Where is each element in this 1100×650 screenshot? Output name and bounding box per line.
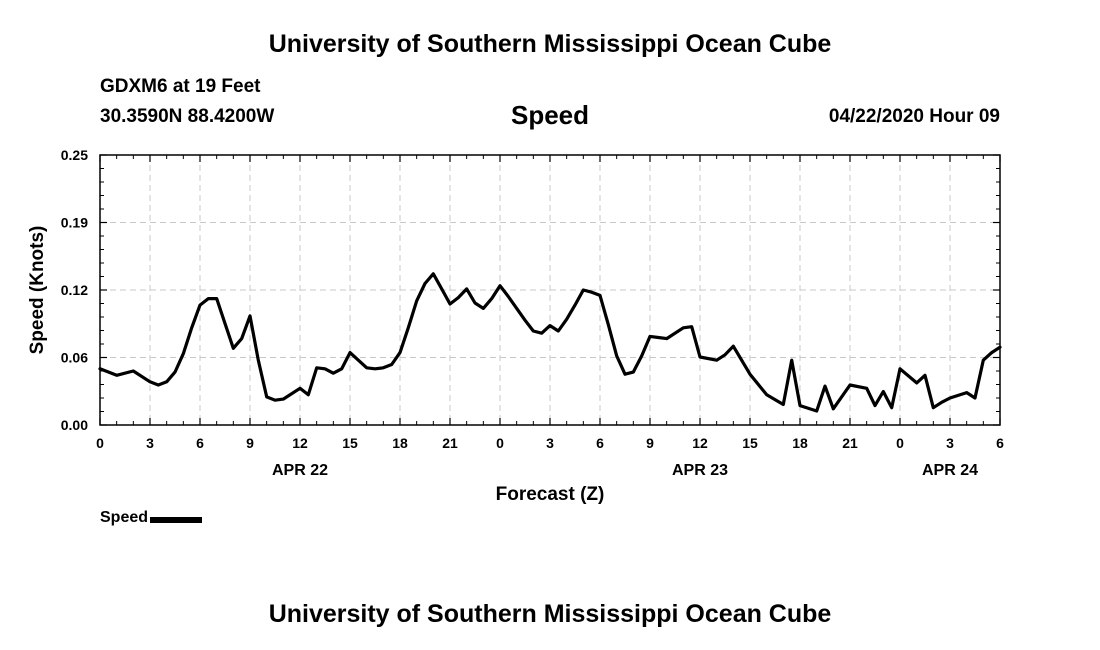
grid: [100, 155, 1000, 425]
x-tick-label: 6: [996, 435, 1004, 451]
chart-title: University of Southern Mississippi Ocean…: [268, 30, 832, 58]
x-tick-label: 0: [896, 435, 904, 451]
x-tick-label: 0: [96, 435, 104, 451]
x-tick-label: 6: [596, 435, 604, 451]
footer-title: University of Southern Mississippi Ocean…: [268, 600, 832, 628]
x-tick-label: 6: [196, 435, 204, 451]
datetime-label: 04/22/2020 Hour 09: [828, 106, 1000, 127]
speed-series-line: [98, 272, 1002, 413]
x-tick-label: 15: [742, 435, 758, 451]
x-tick-label: 9: [246, 435, 254, 451]
series-layer: [98, 272, 1002, 413]
x-tick-label: 12: [692, 435, 708, 451]
x-axis-label: Forecast (Z): [496, 484, 605, 505]
y-tick-label: 0.00: [61, 417, 88, 433]
y-tick-label: 0.19: [61, 215, 88, 231]
x-tick-label: 18: [392, 435, 408, 451]
coordinates-label: 30.3590N 88.4200W: [100, 106, 275, 127]
x-tick-label: 21: [442, 435, 458, 451]
plot-frame: [99, 154, 1001, 426]
station-label: GDXM6 at 19 Feet: [100, 76, 261, 97]
x-tick-label: 21: [842, 435, 858, 451]
axis-labels: 0 3 6 9 12 15 18 21 0 3 6 9 12 15 18 21 0 3 6 0.00 0.06 0.12 0…: [61, 147, 1004, 479]
y-tick-label: 0.12: [61, 282, 88, 298]
date-label: APR 23: [672, 462, 728, 479]
variable-title: Speed: [510, 100, 590, 130]
x-tick-label: 3: [146, 435, 154, 451]
y-tick-label: 0.06: [61, 350, 88, 366]
x-tick-label: 9: [646, 435, 654, 451]
date-label: APR 24: [922, 462, 978, 479]
date-label: APR 22: [272, 462, 328, 479]
x-tick-label: 18: [792, 435, 808, 451]
x-tick-label: 3: [546, 435, 554, 451]
legend: Speed: [100, 509, 203, 527]
x-tick-label: 15: [342, 435, 358, 451]
y-axis-label: Speed (Knots): [27, 226, 48, 355]
legend-label: Speed: [100, 509, 149, 526]
y-tick-label: 0.25: [61, 147, 88, 163]
x-tick-label: 3: [946, 435, 954, 451]
x-tick-label: 0: [496, 435, 504, 451]
x-tick-label: 12: [292, 435, 308, 451]
legend-swatch: [150, 516, 203, 523]
